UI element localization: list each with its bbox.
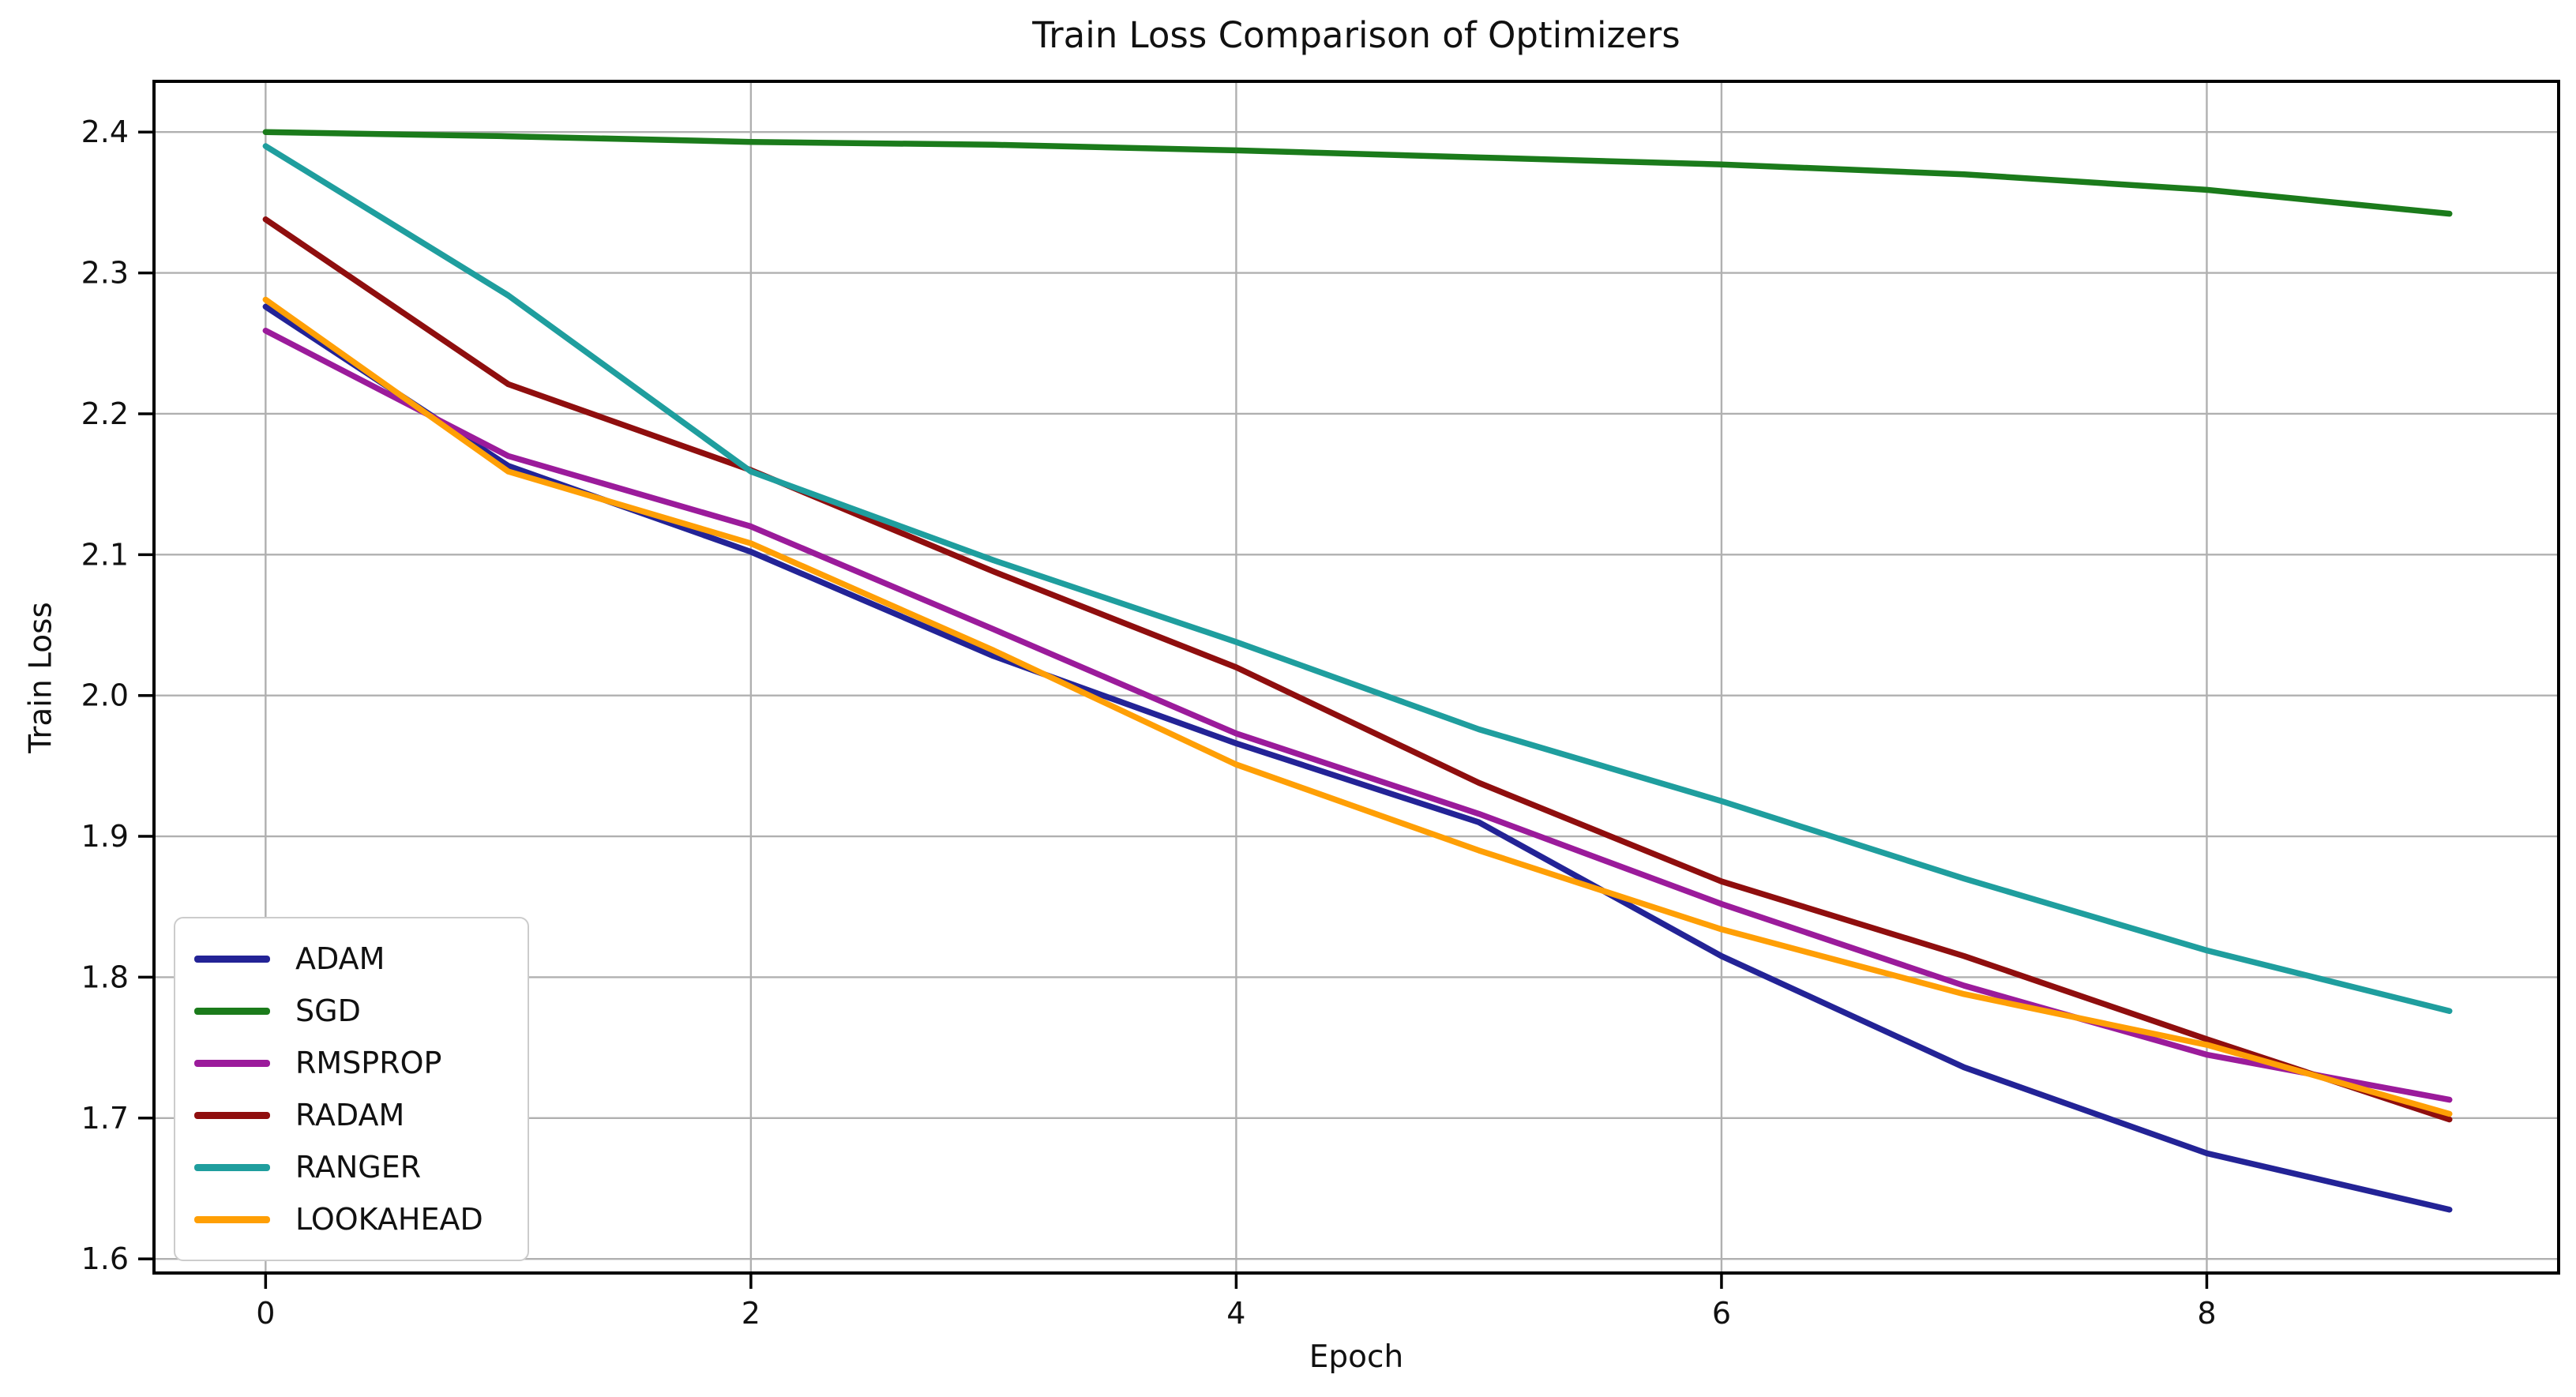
legend-item: RADAM [194, 1098, 509, 1132]
legend-item: RANGER [194, 1150, 509, 1185]
y-tick-label: 2.2 [81, 396, 129, 431]
legend-swatch [194, 1215, 270, 1223]
legend-label: SGD [295, 993, 361, 1028]
tick-labels: 0 2 4 6 8 1.6 1.7 1.8 1.9 2.0 2.1 2.2 2.3 2.4 [81, 115, 2217, 1331]
series-line-radam [262, 216, 2453, 1123]
legend-swatch [194, 1007, 270, 1015]
y-tick-label: 1.7 [81, 1101, 129, 1136]
legend-label: RMSPROP [295, 1046, 442, 1080]
x-tick-label: 2 [742, 1296, 760, 1331]
series-line-lookahead [262, 296, 2453, 1117]
legend-label: ADAM [295, 941, 385, 976]
legend-swatch [194, 1059, 270, 1067]
plot-border [152, 80, 2560, 1275]
y-tick-label: 1.9 [81, 819, 129, 854]
chart-title: Train Loss Comparison of Optimizers [1032, 14, 1680, 56]
x-tick-label: 6 [1712, 1296, 1731, 1331]
legend-label: LOOKAHEAD [295, 1202, 483, 1237]
gridlines [154, 81, 2559, 1273]
legend-swatch [194, 1163, 270, 1171]
legend-swatch [194, 955, 270, 963]
legend-item: RMSPROP [194, 1046, 509, 1080]
legend-item: LOOKAHEAD [194, 1202, 509, 1237]
legend-label: RADAM [295, 1098, 405, 1132]
y-tick-label: 2.3 [81, 256, 129, 291]
y-tick-label: 2.0 [81, 678, 129, 713]
y-tick-label: 1.6 [81, 1241, 129, 1276]
legend-swatch [194, 1111, 270, 1119]
x-tick-label: 4 [1226, 1296, 1245, 1331]
y-tick-label: 2.4 [81, 115, 129, 149]
tick-marks [138, 130, 2209, 1289]
legend-item: SGD [194, 993, 509, 1028]
series-line-rmsprop [262, 327, 2453, 1103]
series-line-sgd [262, 129, 2453, 217]
y-axis-label: Train Loss [23, 602, 59, 753]
x-axis-label: Epoch [1309, 1339, 1404, 1375]
y-tick-label: 2.1 [81, 537, 129, 572]
x-tick-label: 0 [256, 1296, 275, 1331]
series-lines [262, 129, 2453, 1213]
legend: ADAM SGD RMSPROP RADAM RANGER LOOKAHEAD [174, 917, 529, 1261]
x-tick-label: 8 [2197, 1296, 2216, 1331]
legend-item: ADAM [194, 941, 509, 976]
axes-spines [152, 80, 2560, 1275]
legend-label: RANGER [295, 1150, 422, 1185]
series-line-ranger [262, 143, 2453, 1014]
y-tick-label: 1.8 [81, 959, 129, 994]
series-line-adam [262, 303, 2453, 1213]
